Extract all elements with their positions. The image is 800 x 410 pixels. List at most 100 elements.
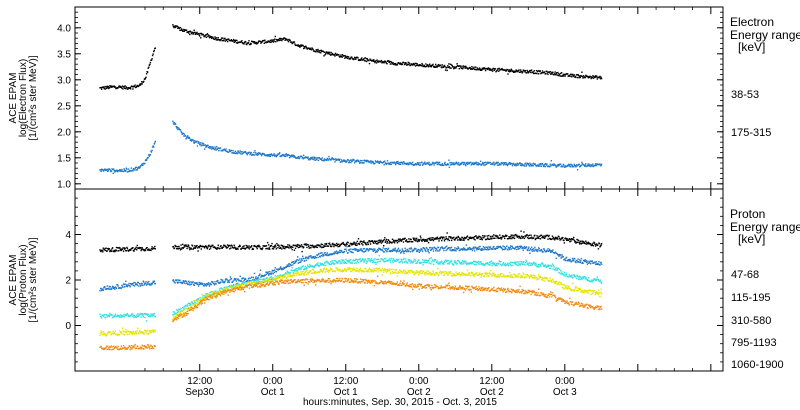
- electron-point: [341, 54, 344, 56]
- proton-point: [184, 280, 187, 282]
- proton-point: [150, 284, 152, 286]
- electron-point: [490, 69, 493, 72]
- proton-point: [102, 315, 104, 317]
- proton-point: [102, 251, 104, 253]
- proton-point: [102, 288, 104, 290]
- electron-point: [138, 166, 140, 168]
- proton-point: [259, 273, 261, 275]
- electron-point: [550, 160, 552, 162]
- proton-point: [427, 259, 430, 261]
- proton-point: [274, 269, 276, 271]
- proton-point: [106, 250, 108, 252]
- electron-point: [456, 63, 458, 65]
- proton-point: [368, 258, 371, 260]
- proton-point: [535, 237, 538, 239]
- proton-point: [392, 249, 395, 252]
- proton-point: [317, 256, 319, 259]
- proton-point: [190, 248, 193, 250]
- proton-point: [436, 250, 439, 252]
- electron-point: [150, 150, 152, 152]
- electron-point: [374, 61, 376, 64]
- proton-point: [233, 244, 235, 246]
- proton-point: [279, 274, 281, 276]
- electron-y-title-line2: log(Electron Flux): [18, 59, 29, 137]
- proton-point: [489, 264, 491, 266]
- electron-point: [389, 162, 391, 165]
- proton-point: [143, 284, 146, 286]
- proton-point: [108, 287, 110, 289]
- electron-point: [239, 152, 241, 154]
- proton-point: [185, 245, 188, 247]
- proton-point: [413, 239, 416, 241]
- electron-point: [282, 38, 285, 40]
- proton-point: [177, 309, 179, 312]
- electron-point: [546, 70, 548, 73]
- proton-point: [131, 331, 133, 333]
- proton-point: [462, 239, 464, 241]
- electron-point: [214, 146, 216, 148]
- proton-point: [568, 238, 570, 240]
- proton-point: [573, 274, 575, 276]
- electron-point: [193, 141, 195, 143]
- proton-point: [251, 283, 253, 285]
- proton-point: [332, 242, 334, 245]
- proton-point: [472, 247, 474, 249]
- proton-point: [105, 288, 107, 291]
- electron-point: [596, 75, 598, 77]
- electron-point: [203, 148, 206, 150]
- proton-point: [465, 262, 468, 264]
- electron-point: [357, 159, 360, 162]
- proton-point: [569, 238, 572, 241]
- electron-point: [551, 73, 554, 75]
- proton-point: [241, 247, 244, 249]
- electron-point: [190, 32, 193, 35]
- proton-point: [340, 262, 343, 264]
- electron-point: [104, 88, 107, 90]
- proton-point: [413, 260, 415, 262]
- proton-point: [292, 246, 294, 248]
- proton-point: [323, 244, 325, 247]
- proton-point: [115, 287, 118, 290]
- proton-point: [481, 237, 483, 239]
- proton-point: [489, 261, 492, 263]
- proton-point: [436, 261, 438, 263]
- proton-point: [294, 247, 297, 249]
- proton-point: [214, 290, 217, 292]
- proton-point: [517, 246, 519, 249]
- electron-point: [284, 154, 286, 156]
- proton-point: [598, 242, 601, 245]
- electron-point: [281, 39, 283, 42]
- proton-point: [186, 282, 188, 284]
- proton-point: [524, 264, 526, 266]
- electron-point: [311, 156, 313, 159]
- electron-point: [477, 162, 479, 164]
- proton-point: [109, 286, 112, 288]
- electron-point: [179, 26, 182, 29]
- proton-point: [596, 278, 598, 280]
- proton-point: [281, 244, 284, 247]
- electron-point: [127, 168, 130, 170]
- electron-point: [365, 159, 367, 162]
- proton-point: [444, 261, 446, 263]
- proton-point: [433, 260, 435, 262]
- proton-point: [189, 307, 192, 309]
- proton-point: [207, 282, 210, 284]
- proton-point: [219, 287, 221, 290]
- electron-point: [462, 65, 465, 67]
- proton-point: [457, 246, 459, 248]
- proton-point: [572, 238, 574, 241]
- proton-point: [371, 259, 373, 261]
- proton-point: [563, 242, 566, 244]
- proton-point: [385, 250, 387, 252]
- electron-point: [101, 88, 103, 90]
- proton-point: [488, 246, 490, 248]
- electron-point: [506, 164, 509, 167]
- proton-point: [540, 265, 542, 267]
- proton-point: [536, 237, 539, 239]
- electron-point: [257, 41, 259, 43]
- proton-point: [287, 265, 289, 268]
- electron-point: [321, 159, 323, 161]
- electron-point: [272, 39, 274, 41]
- electron-point: [270, 154, 272, 156]
- electron-point: [150, 151, 153, 153]
